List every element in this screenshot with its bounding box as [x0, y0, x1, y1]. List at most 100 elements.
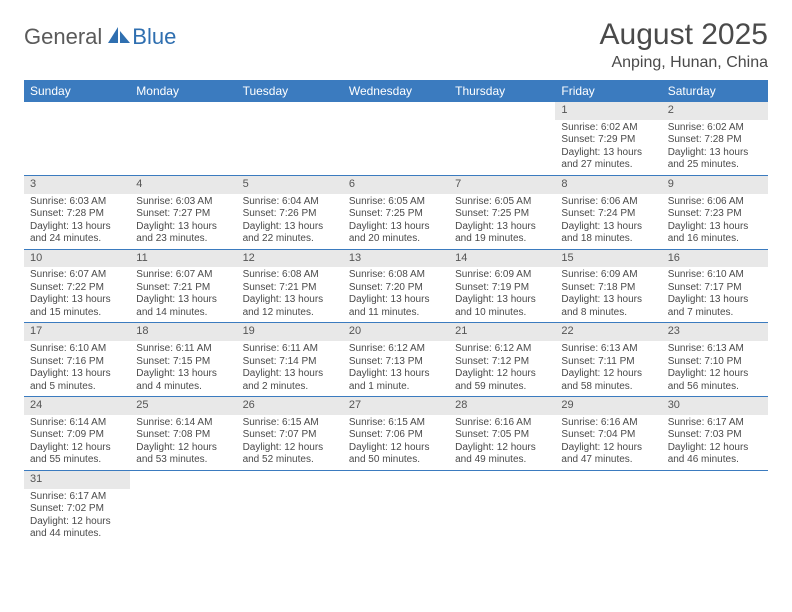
day-info-cell: [130, 489, 236, 544]
sunset-line: Sunset: 7:13 PM: [349, 356, 443, 369]
day-info-cell: Sunrise: 6:07 AMSunset: 7:21 PMDaylight:…: [130, 267, 236, 323]
sunrise-line: Sunrise: 6:02 AM: [561, 122, 655, 135]
sunset-line: Sunset: 7:28 PM: [30, 208, 124, 221]
day-number-cell: [24, 102, 130, 120]
day-info-cell: Sunrise: 6:09 AMSunset: 7:18 PMDaylight:…: [555, 267, 661, 323]
daylight-line: Daylight: 13 hours and 4 minutes.: [136, 368, 230, 393]
day-number-cell: 7: [449, 175, 555, 193]
day-number-cell: 21: [449, 323, 555, 341]
logo-text-blue: Blue: [132, 24, 176, 50]
sunrise-line: Sunrise: 6:12 AM: [349, 343, 443, 356]
day-info-cell: Sunrise: 6:17 AMSunset: 7:02 PMDaylight:…: [24, 489, 130, 544]
sunset-line: Sunset: 7:15 PM: [136, 356, 230, 369]
day-number-cell: [237, 470, 343, 488]
weekday-header: Tuesday: [237, 80, 343, 102]
sunrise-line: Sunrise: 6:14 AM: [30, 417, 124, 430]
day-info-cell: Sunrise: 6:14 AMSunset: 7:09 PMDaylight:…: [24, 415, 130, 471]
daylight-line: Daylight: 13 hours and 5 minutes.: [30, 368, 124, 393]
daylight-line: Daylight: 13 hours and 22 minutes.: [243, 221, 337, 246]
day-number-cell: 11: [130, 249, 236, 267]
daylight-line: Daylight: 13 hours and 19 minutes.: [455, 221, 549, 246]
day-number-cell: 8: [555, 175, 661, 193]
daylight-line: Daylight: 13 hours and 2 minutes.: [243, 368, 337, 393]
day-info-cell: Sunrise: 6:14 AMSunset: 7:08 PMDaylight:…: [130, 415, 236, 471]
day-number-cell: [130, 102, 236, 120]
sunset-line: Sunset: 7:19 PM: [455, 282, 549, 295]
day-number-cell: 19: [237, 323, 343, 341]
day-info-cell: [130, 120, 236, 176]
daylight-line: Daylight: 12 hours and 55 minutes.: [30, 442, 124, 467]
day-info-cell: Sunrise: 6:05 AMSunset: 7:25 PMDaylight:…: [449, 194, 555, 250]
day-number-row: 17181920212223: [24, 323, 768, 341]
day-info-cell: [237, 120, 343, 176]
day-info-cell: [555, 489, 661, 544]
sunrise-line: Sunrise: 6:09 AM: [455, 269, 549, 282]
daylight-line: Daylight: 13 hours and 1 minute.: [349, 368, 443, 393]
day-number-cell: [237, 102, 343, 120]
daylight-line: Daylight: 13 hours and 24 minutes.: [30, 221, 124, 246]
day-info-cell: Sunrise: 6:12 AMSunset: 7:13 PMDaylight:…: [343, 341, 449, 397]
sunrise-line: Sunrise: 6:09 AM: [561, 269, 655, 282]
daylight-line: Daylight: 13 hours and 16 minutes.: [668, 221, 762, 246]
daylight-line: Daylight: 12 hours and 47 minutes.: [561, 442, 655, 467]
day-number-cell: [130, 470, 236, 488]
day-number-cell: 10: [24, 249, 130, 267]
sunrise-line: Sunrise: 6:03 AM: [30, 196, 124, 209]
weekday-header: Sunday: [24, 80, 130, 102]
sunset-line: Sunset: 7:18 PM: [561, 282, 655, 295]
day-number-cell: 31: [24, 470, 130, 488]
daylight-line: Daylight: 13 hours and 11 minutes.: [349, 294, 443, 319]
day-info-row: Sunrise: 6:03 AMSunset: 7:28 PMDaylight:…: [24, 194, 768, 250]
day-info-cell: Sunrise: 6:10 AMSunset: 7:16 PMDaylight:…: [24, 341, 130, 397]
daylight-line: Daylight: 12 hours and 49 minutes.: [455, 442, 549, 467]
day-info-cell: [662, 489, 768, 544]
day-number-cell: 13: [343, 249, 449, 267]
sunrise-line: Sunrise: 6:07 AM: [136, 269, 230, 282]
day-number-row: 24252627282930: [24, 397, 768, 415]
month-title: August 2025: [600, 18, 768, 52]
day-number-cell: 30: [662, 397, 768, 415]
sunrise-line: Sunrise: 6:15 AM: [349, 417, 443, 430]
day-number-cell: 25: [130, 397, 236, 415]
sunrise-line: Sunrise: 6:17 AM: [668, 417, 762, 430]
day-info-cell: Sunrise: 6:12 AMSunset: 7:12 PMDaylight:…: [449, 341, 555, 397]
sunset-line: Sunset: 7:22 PM: [30, 282, 124, 295]
sunrise-line: Sunrise: 6:04 AM: [243, 196, 337, 209]
sunset-line: Sunset: 7:27 PM: [136, 208, 230, 221]
daylight-line: Daylight: 13 hours and 14 minutes.: [136, 294, 230, 319]
weekday-header: Saturday: [662, 80, 768, 102]
day-number-cell: 15: [555, 249, 661, 267]
sunrise-line: Sunrise: 6:15 AM: [243, 417, 337, 430]
sunset-line: Sunset: 7:28 PM: [668, 134, 762, 147]
weekday-header: Wednesday: [343, 80, 449, 102]
sunset-line: Sunset: 7:06 PM: [349, 429, 443, 442]
weekday-header-row: SundayMondayTuesdayWednesdayThursdayFrid…: [24, 80, 768, 102]
sunset-line: Sunset: 7:07 PM: [243, 429, 337, 442]
day-number-cell: 22: [555, 323, 661, 341]
day-number-cell: [555, 470, 661, 488]
day-number-cell: 5: [237, 175, 343, 193]
day-number-cell: [343, 102, 449, 120]
sunset-line: Sunset: 7:11 PM: [561, 356, 655, 369]
day-info-cell: [449, 120, 555, 176]
day-number-cell: 3: [24, 175, 130, 193]
weekday-header: Monday: [130, 80, 236, 102]
logo-text-general: General: [24, 24, 102, 50]
sunset-line: Sunset: 7:25 PM: [455, 208, 549, 221]
day-number-cell: [449, 470, 555, 488]
sunset-line: Sunset: 7:16 PM: [30, 356, 124, 369]
day-number-row: 31: [24, 470, 768, 488]
day-info-cell: Sunrise: 6:16 AMSunset: 7:05 PMDaylight:…: [449, 415, 555, 471]
location: Anping, Hunan, China: [600, 54, 768, 72]
sunset-line: Sunset: 7:24 PM: [561, 208, 655, 221]
day-number-row: 10111213141516: [24, 249, 768, 267]
sunset-line: Sunset: 7:04 PM: [561, 429, 655, 442]
sunrise-line: Sunrise: 6:11 AM: [243, 343, 337, 356]
daylight-line: Daylight: 12 hours and 53 minutes.: [136, 442, 230, 467]
day-info-cell: Sunrise: 6:15 AMSunset: 7:06 PMDaylight:…: [343, 415, 449, 471]
day-info-cell: Sunrise: 6:13 AMSunset: 7:11 PMDaylight:…: [555, 341, 661, 397]
day-info-cell: Sunrise: 6:16 AMSunset: 7:04 PMDaylight:…: [555, 415, 661, 471]
weekday-header: Friday: [555, 80, 661, 102]
day-info-cell: Sunrise: 6:10 AMSunset: 7:17 PMDaylight:…: [662, 267, 768, 323]
day-number-cell: [343, 470, 449, 488]
